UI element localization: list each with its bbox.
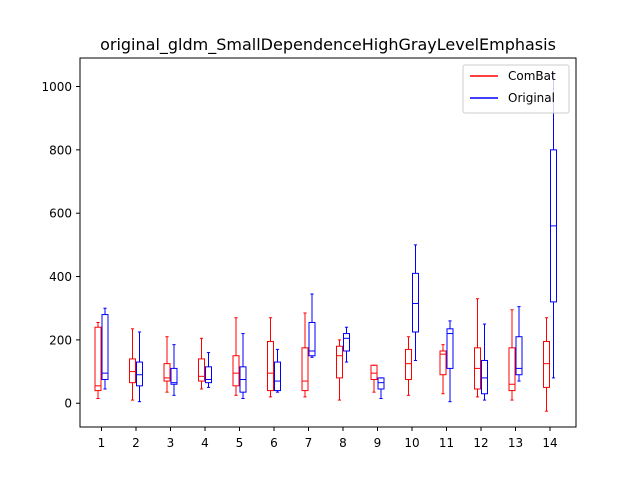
x-tick-label: 14 [542,436,557,450]
box-combat-7 [301,312,309,398]
box-combat-6 [267,317,274,398]
x-tick-label: 2 [132,436,140,450]
box-combat-11 [439,344,447,395]
box-iqr [412,272,419,333]
box-iqr [94,326,102,392]
x-tick-label: 12 [473,436,488,450]
box-original-4 [205,352,212,388]
box-original-3 [170,344,178,396]
legend: ComBat Original [462,64,570,114]
box-iqr [232,355,240,387]
box-iqr [308,321,316,357]
plot-area [94,73,557,412]
box-original-1 [101,307,109,390]
box-iqr [439,350,447,376]
x-tick-label: 10 [404,436,419,450]
box-iqr [101,314,109,380]
box-iqr [336,345,343,379]
legend-label-original: Original [508,91,555,105]
box-iqr [377,377,385,390]
axes-frame [79,57,577,428]
box-original-7 [308,293,316,358]
x-tick-label: 3 [167,436,175,450]
x-tick-label: 6 [270,436,278,450]
box-combat-14 [543,317,550,412]
box-original-5 [239,333,247,399]
x-tick-label: 5 [236,436,244,450]
y-tick-label: 400 [49,270,72,284]
box-iqr [170,367,178,385]
box-iqr [508,347,516,392]
box-combat-10 [405,336,412,396]
box-original-9 [377,377,385,399]
box-original-8 [343,326,350,363]
box-iqr [198,358,205,382]
box-original-11 [446,320,454,403]
box-iqr [136,361,143,387]
box-iqr [405,348,412,380]
legend-label-combat: ComBat [508,69,556,83]
box-original-6 [274,348,281,393]
box-iqr [267,340,274,392]
y-tick-label: 200 [49,333,72,347]
box-iqr [343,333,350,352]
box-original-10 [412,244,419,361]
legend-frame [462,64,570,114]
box-iqr [370,364,378,380]
x-tick-label: 13 [508,436,523,450]
box-combat-4 [198,337,205,390]
x-tick-label: 7 [305,436,313,450]
box-combat-13 [508,309,516,401]
box-combat-8 [336,339,343,401]
box-original-2 [136,331,143,403]
y-tick-label: 600 [49,207,72,221]
x-tick-label: 11 [439,436,454,450]
box-iqr [446,328,454,369]
chart-title: original_gldm_SmallDependenceHighGrayLev… [100,35,556,55]
x-tick-label: 9 [374,436,382,450]
box-combat-9 [370,364,378,393]
box-iqr [205,366,212,384]
box-iqr [543,340,550,388]
box-combat-3 [163,336,171,393]
box-combat-1 [94,321,102,399]
box-iqr [301,347,309,392]
box-iqr [129,358,136,384]
box-iqr [515,336,523,376]
x-tick-label: 1 [98,436,106,450]
y-tick-label: 800 [49,143,72,157]
box-combat-5 [232,317,240,396]
y-tick-label: 1000 [41,80,72,94]
box-iqr [481,359,488,395]
box-combat-12 [474,298,481,398]
y-tick-label: 0 [64,397,72,411]
x-tick-label: 8 [339,436,347,450]
box-iqr [274,361,281,392]
x-tick-label: 4 [201,436,209,450]
box-iqr [163,363,171,382]
box-combat-2 [129,328,136,401]
box-original-13 [515,306,523,382]
box-original-12 [481,323,488,401]
box-original-14 [550,73,557,379]
